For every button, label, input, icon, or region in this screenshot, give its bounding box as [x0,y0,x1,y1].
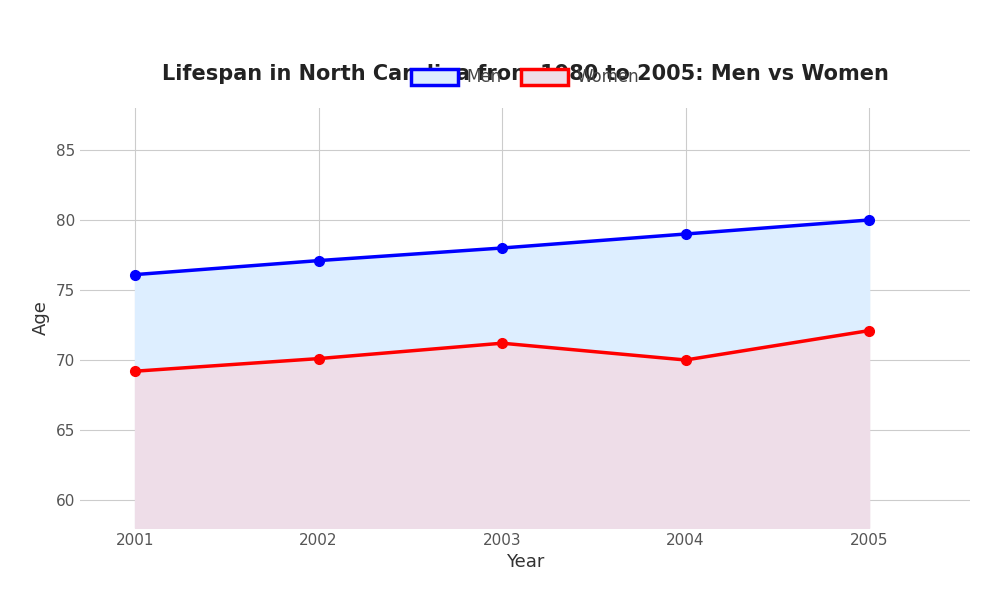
Y-axis label: Age: Age [32,301,50,335]
Legend: Men, Women: Men, Women [404,62,646,93]
Title: Lifespan in North Carolina from 1980 to 2005: Men vs Women: Lifespan in North Carolina from 1980 to … [162,64,888,84]
X-axis label: Year: Year [506,553,544,571]
